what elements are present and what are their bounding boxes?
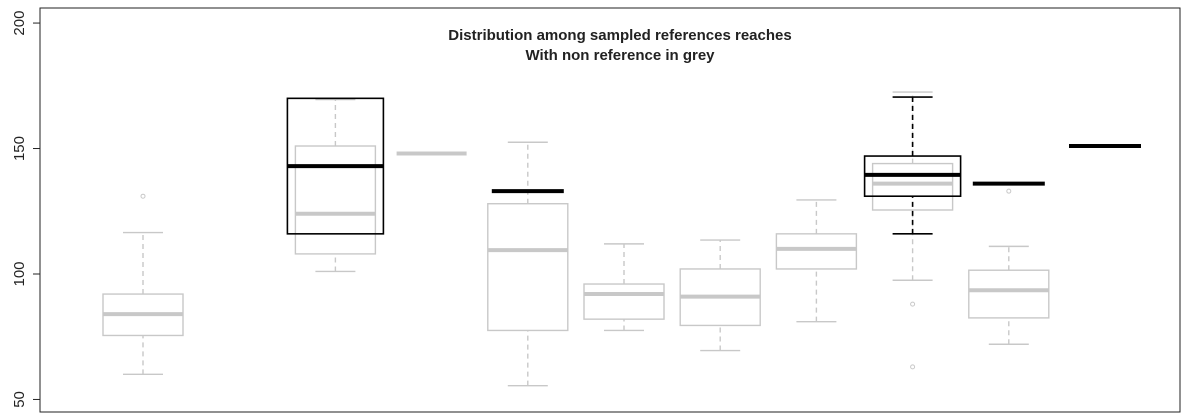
box bbox=[487, 203, 569, 332]
y-tick-label: 150 bbox=[11, 136, 28, 161]
outlier bbox=[910, 364, 916, 370]
outlier bbox=[1006, 188, 1012, 194]
y-tick-label: 200 bbox=[11, 11, 28, 36]
outlier bbox=[910, 301, 916, 307]
box bbox=[871, 162, 954, 211]
plot-frame bbox=[39, 7, 1181, 413]
chart-title: Distribution among sampled references re… bbox=[448, 27, 791, 44]
y-tick-label: 50 bbox=[11, 391, 28, 408]
box bbox=[583, 283, 665, 320]
chart-subtitle: With non reference in grey bbox=[525, 47, 715, 64]
y-tick-label: 100 bbox=[11, 261, 28, 286]
box bbox=[294, 145, 377, 255]
box bbox=[968, 269, 1050, 319]
box bbox=[775, 233, 858, 270]
outlier bbox=[140, 193, 146, 199]
